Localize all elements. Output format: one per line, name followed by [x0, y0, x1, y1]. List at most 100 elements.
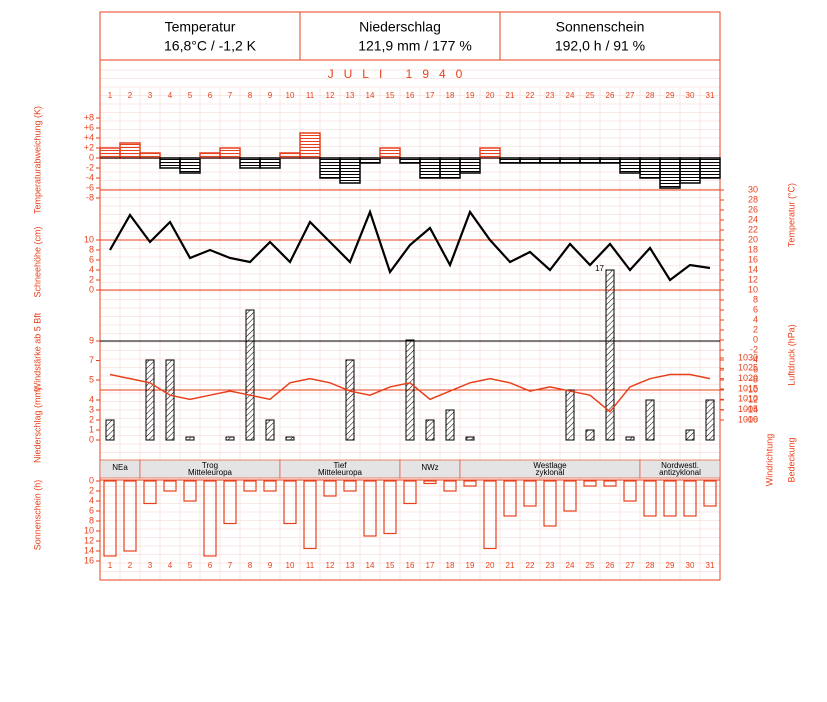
tick-label: +4 — [84, 132, 94, 142]
deviation-bar — [239, 157, 261, 169]
sunshine-bar — [383, 480, 397, 535]
precipitation-bar — [405, 339, 415, 441]
month-title: JULI 1940 — [328, 67, 473, 81]
deviation-bar — [479, 147, 501, 159]
day-label: 3 — [148, 561, 153, 570]
sunshine-bar — [283, 480, 297, 525]
day-label: 19 — [466, 561, 475, 570]
tick-label: +6 — [84, 122, 94, 132]
day-label: 10 — [286, 91, 295, 100]
day-label: 14 — [366, 561, 375, 570]
day-label: 29 — [666, 91, 675, 100]
tick-label: 0 — [89, 152, 94, 162]
precipitation-bar — [225, 436, 235, 441]
day-label: 15 — [386, 561, 395, 570]
precipitation-bar — [285, 436, 295, 441]
day-label: 20 — [486, 561, 495, 570]
day-label: 17 — [426, 561, 435, 570]
day-label: 1 — [108, 91, 113, 100]
day-label: 15 — [386, 91, 395, 100]
day-label: 6 — [208, 561, 213, 570]
axis-label: Temperatur (°C) — [786, 183, 796, 247]
precipitation-bar — [445, 409, 455, 441]
tick-label: 14 — [748, 264, 758, 274]
day-label: 8 — [248, 561, 253, 570]
deviation-bar — [559, 157, 581, 164]
sunshine-bar — [303, 480, 317, 550]
tick-label: 10 — [748, 284, 758, 294]
tick-label: 28 — [748, 194, 758, 204]
day-label: 13 — [346, 561, 355, 570]
sunshine-bar — [143, 480, 157, 505]
day-label: 4 — [168, 561, 173, 570]
day-label: 14 — [366, 91, 375, 100]
day-label: 9 — [268, 561, 273, 570]
tick-label: 26 — [748, 204, 758, 214]
tick-label: 1025 — [738, 363, 758, 373]
tick-label: -4 — [750, 354, 758, 364]
tick-label: 12 — [84, 535, 94, 545]
deviation-bar — [279, 152, 301, 159]
deviation-bar — [459, 157, 481, 174]
axis-label: Windstärke ab 5 Bft — [32, 312, 42, 391]
tick-label: +2 — [84, 142, 94, 152]
axis-label: Sonnenschein (h) — [32, 480, 42, 551]
axis-label: Schneehöhe (cm) — [32, 226, 42, 297]
tick-label: 0 — [89, 284, 94, 294]
tick-label: 20 — [748, 234, 758, 244]
axis-label: Niederschlag (mm) — [32, 387, 42, 463]
sunshine-bar — [643, 480, 657, 517]
tick-label: -4 — [86, 172, 94, 182]
day-label: 25 — [586, 561, 595, 570]
sunshine-bar — [563, 480, 577, 512]
day-label: 26 — [606, 561, 615, 570]
frame — [99, 11, 721, 581]
day-label: 26 — [606, 91, 615, 100]
weather-type-label: antizyklonal — [659, 468, 701, 477]
weather-type-label: NEa — [112, 463, 128, 472]
day-label: 11 — [306, 91, 315, 100]
day-label: 2 — [128, 91, 133, 100]
side-label: Bedeckung — [786, 437, 796, 482]
precipitation-bar — [585, 429, 595, 441]
header-value: 121,9 mm / 177 % — [358, 38, 472, 54]
precipitation-bar — [145, 359, 155, 441]
precipitation-bar — [625, 436, 635, 441]
header-title: Sonnenschein — [556, 19, 645, 35]
precipitation-bar — [425, 419, 435, 441]
tick-label: 5 — [89, 374, 94, 384]
sunshine-bar — [583, 480, 597, 487]
deviation-bar — [119, 142, 141, 159]
precipitation-bar — [645, 399, 655, 441]
sunshine-bar — [363, 480, 377, 537]
day-label: 16 — [406, 91, 415, 100]
tick-label: 1005 — [738, 404, 758, 414]
weather-type-label: Tief — [333, 461, 347, 470]
data-line — [109, 208, 711, 282]
deviation-bar — [299, 132, 321, 159]
value-label: 17 — [595, 264, 604, 273]
tick-label: -16 — [745, 414, 758, 424]
tick-label: 2 — [89, 274, 94, 284]
sunshine-bar — [503, 480, 517, 517]
sunshine-bar — [483, 480, 497, 550]
weather-type-label: zyklonal — [536, 468, 565, 477]
tick-label: 6 — [89, 254, 94, 264]
tick-label: 9 — [89, 335, 94, 345]
deviation-bar — [499, 157, 521, 164]
day-label: 28 — [646, 561, 655, 570]
sunshine-bar — [403, 480, 417, 505]
deviation-bar — [679, 157, 701, 184]
sunshine-bar — [263, 480, 277, 492]
day-label: 29 — [666, 561, 675, 570]
tick-label: 1010 — [738, 394, 758, 404]
sunshine-bar — [183, 480, 197, 502]
weather-type-label: Westlage — [533, 461, 567, 470]
day-label: 22 — [526, 561, 535, 570]
precipitation-bar — [565, 389, 575, 441]
sunshine-bar — [543, 480, 557, 527]
tick-label: -2 — [86, 162, 94, 172]
day-label: 30 — [686, 91, 695, 100]
deviation-bar — [199, 152, 221, 159]
day-label: 28 — [646, 91, 655, 100]
